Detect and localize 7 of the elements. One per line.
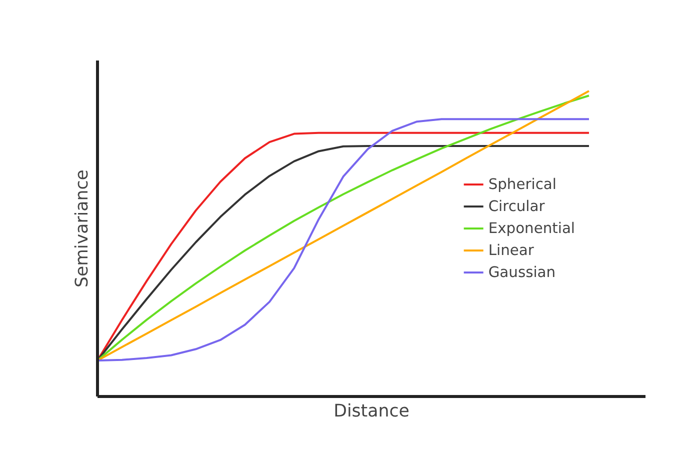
legend-label: Spherical (488, 176, 556, 192)
legend-label: Gaussian (488, 264, 556, 280)
y-axis-title: Semivariance (72, 170, 92, 288)
legend-label: Circular (488, 198, 545, 214)
x-axis-title: Distance (334, 402, 410, 422)
legend-label: Linear (488, 242, 534, 258)
legend-label: Exponential (488, 220, 575, 236)
